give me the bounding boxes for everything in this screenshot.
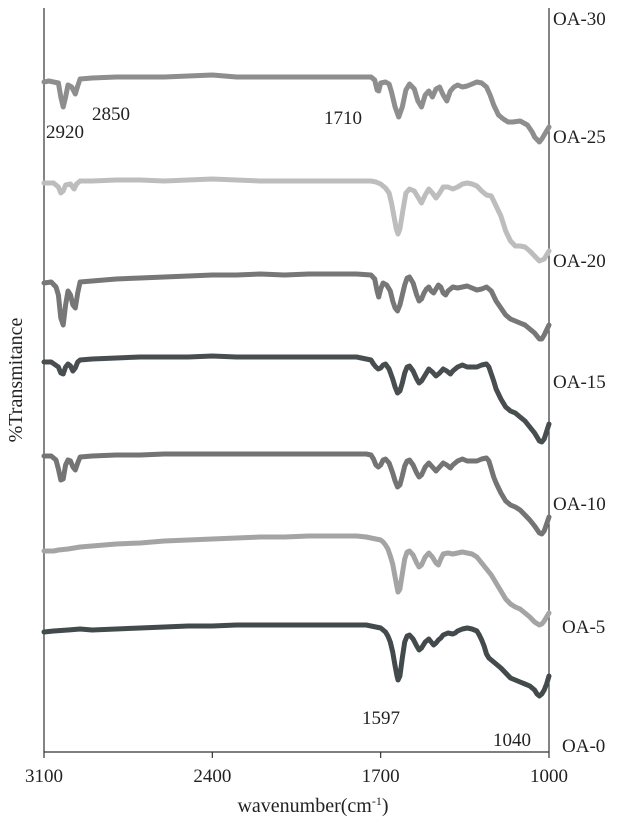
peak-annotation: 1597 [362, 708, 400, 729]
peak-annotation: 2920 [46, 122, 84, 143]
axes [43, 8, 550, 753]
series-label: OA-15 [553, 372, 606, 393]
series-line [41, 622, 552, 699]
series-label: OA-10 [553, 494, 606, 515]
x-axis-label-close: ) [382, 795, 389, 817]
series-label: OA-30 [553, 9, 606, 30]
x-axis-label-main: wavenumber(cm [237, 795, 372, 817]
x-axis-label-superscript: -1 [372, 794, 382, 808]
x-axis-label: wavenumber(cm-1) [237, 794, 388, 817]
series-label: OA-0 [562, 736, 605, 757]
series-label: OA-25 [553, 127, 606, 148]
peak-annotation: 2850 [92, 104, 130, 125]
series-label: OA-5 [562, 617, 605, 638]
series-labels: OA-30 OA-25 OA-20 OA-15 OA-10 OA-5 OA-0 [553, 9, 606, 757]
series-label: OA-20 [553, 251, 606, 272]
x-tick-label: 3100 [25, 766, 63, 787]
series-line [41, 176, 552, 264]
series-line [41, 353, 552, 445]
peak-annotation: 1710 [324, 108, 362, 129]
peak-annotations: 2920 2850 1710 1597 1040 [46, 104, 531, 751]
series-line [41, 451, 552, 537]
peak-annotation: 1040 [493, 730, 531, 751]
series-lines [41, 72, 552, 699]
x-tick-label: 1700 [362, 766, 400, 787]
series-line [41, 271, 552, 342]
series-line [41, 72, 552, 145]
x-ticks: 3100 2400 1700 1000 [25, 752, 568, 787]
x-tick-label: 1000 [530, 766, 568, 787]
series-line [41, 533, 552, 628]
y-axis-label: %Transmitance [5, 317, 27, 442]
x-tick-label: 2400 [193, 766, 231, 787]
